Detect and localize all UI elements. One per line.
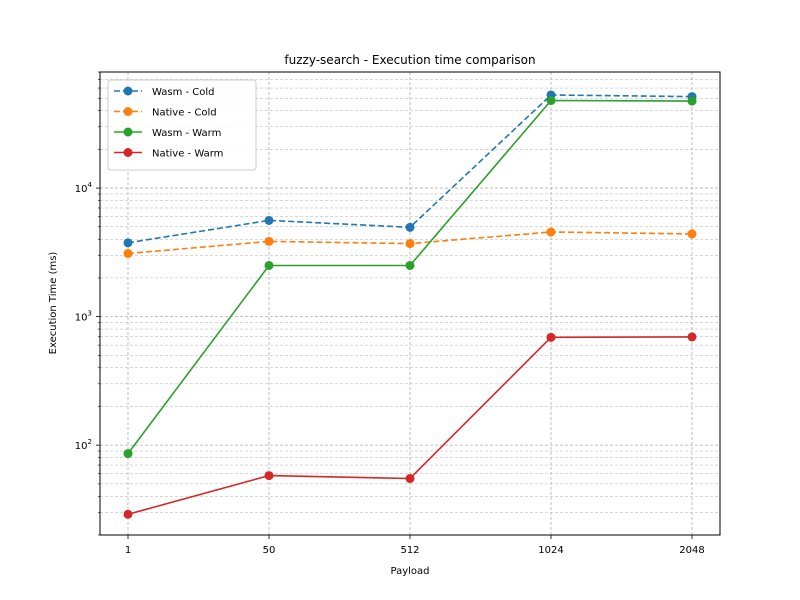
data-point	[123, 509, 133, 519]
data-point	[123, 238, 133, 248]
x-tick-label: 50	[263, 545, 276, 556]
data-point	[546, 227, 556, 237]
legend-marker	[123, 86, 133, 96]
x-axis-title: Payload	[391, 566, 430, 577]
legend: Wasm - Cold Native - Cold Wasm - Warm Nativ…	[107, 79, 257, 171]
x-tick-label: 1024	[538, 545, 563, 556]
x-tick-label: 512	[400, 545, 419, 556]
data-point	[123, 449, 133, 459]
x-tick-label: 2048	[679, 545, 704, 556]
legend-label: Native - Warm	[152, 149, 223, 160]
legend-label: Wasm - Cold	[152, 87, 215, 98]
y-tick-mantissa: 10	[75, 313, 88, 324]
data-point	[687, 96, 697, 106]
y-tick-mantissa: 10	[75, 441, 88, 452]
data-point	[264, 236, 274, 246]
data-point	[123, 248, 133, 258]
data-point	[405, 222, 415, 232]
data-point	[687, 229, 697, 239]
data-point	[687, 332, 697, 342]
y-tick-label: 102	[75, 438, 92, 452]
data-point	[405, 239, 415, 249]
legend-box	[107, 79, 257, 171]
data-point	[546, 96, 556, 106]
data-point	[264, 471, 274, 481]
x-tick-label: 1	[125, 545, 131, 556]
grid	[100, 71, 720, 536]
data-point	[405, 260, 415, 270]
y-tick-label: 104	[75, 181, 93, 195]
data-point	[264, 215, 274, 225]
data-point	[264, 260, 274, 270]
data-point	[405, 474, 415, 484]
legend-label: Wasm - Warm	[152, 128, 221, 139]
legend-marker	[123, 107, 133, 116]
legend-marker	[123, 127, 133, 137]
data-point	[546, 332, 556, 342]
legend-label: Native - Cold	[152, 108, 217, 119]
y-tick-exponent: 3	[88, 310, 92, 318]
chart-title: fuzzy-search - Execution time comparison	[284, 53, 535, 67]
y-axis-title: Execution Time (ms)	[48, 252, 59, 355]
y-tick-exponent: 4	[88, 181, 93, 189]
y-tick-mantissa: 10	[75, 184, 88, 195]
legend-marker	[123, 148, 133, 157]
y-tick-label: 103	[75, 310, 92, 324]
series-layer	[123, 90, 697, 519]
y-tick-exponent: 2	[88, 438, 92, 446]
